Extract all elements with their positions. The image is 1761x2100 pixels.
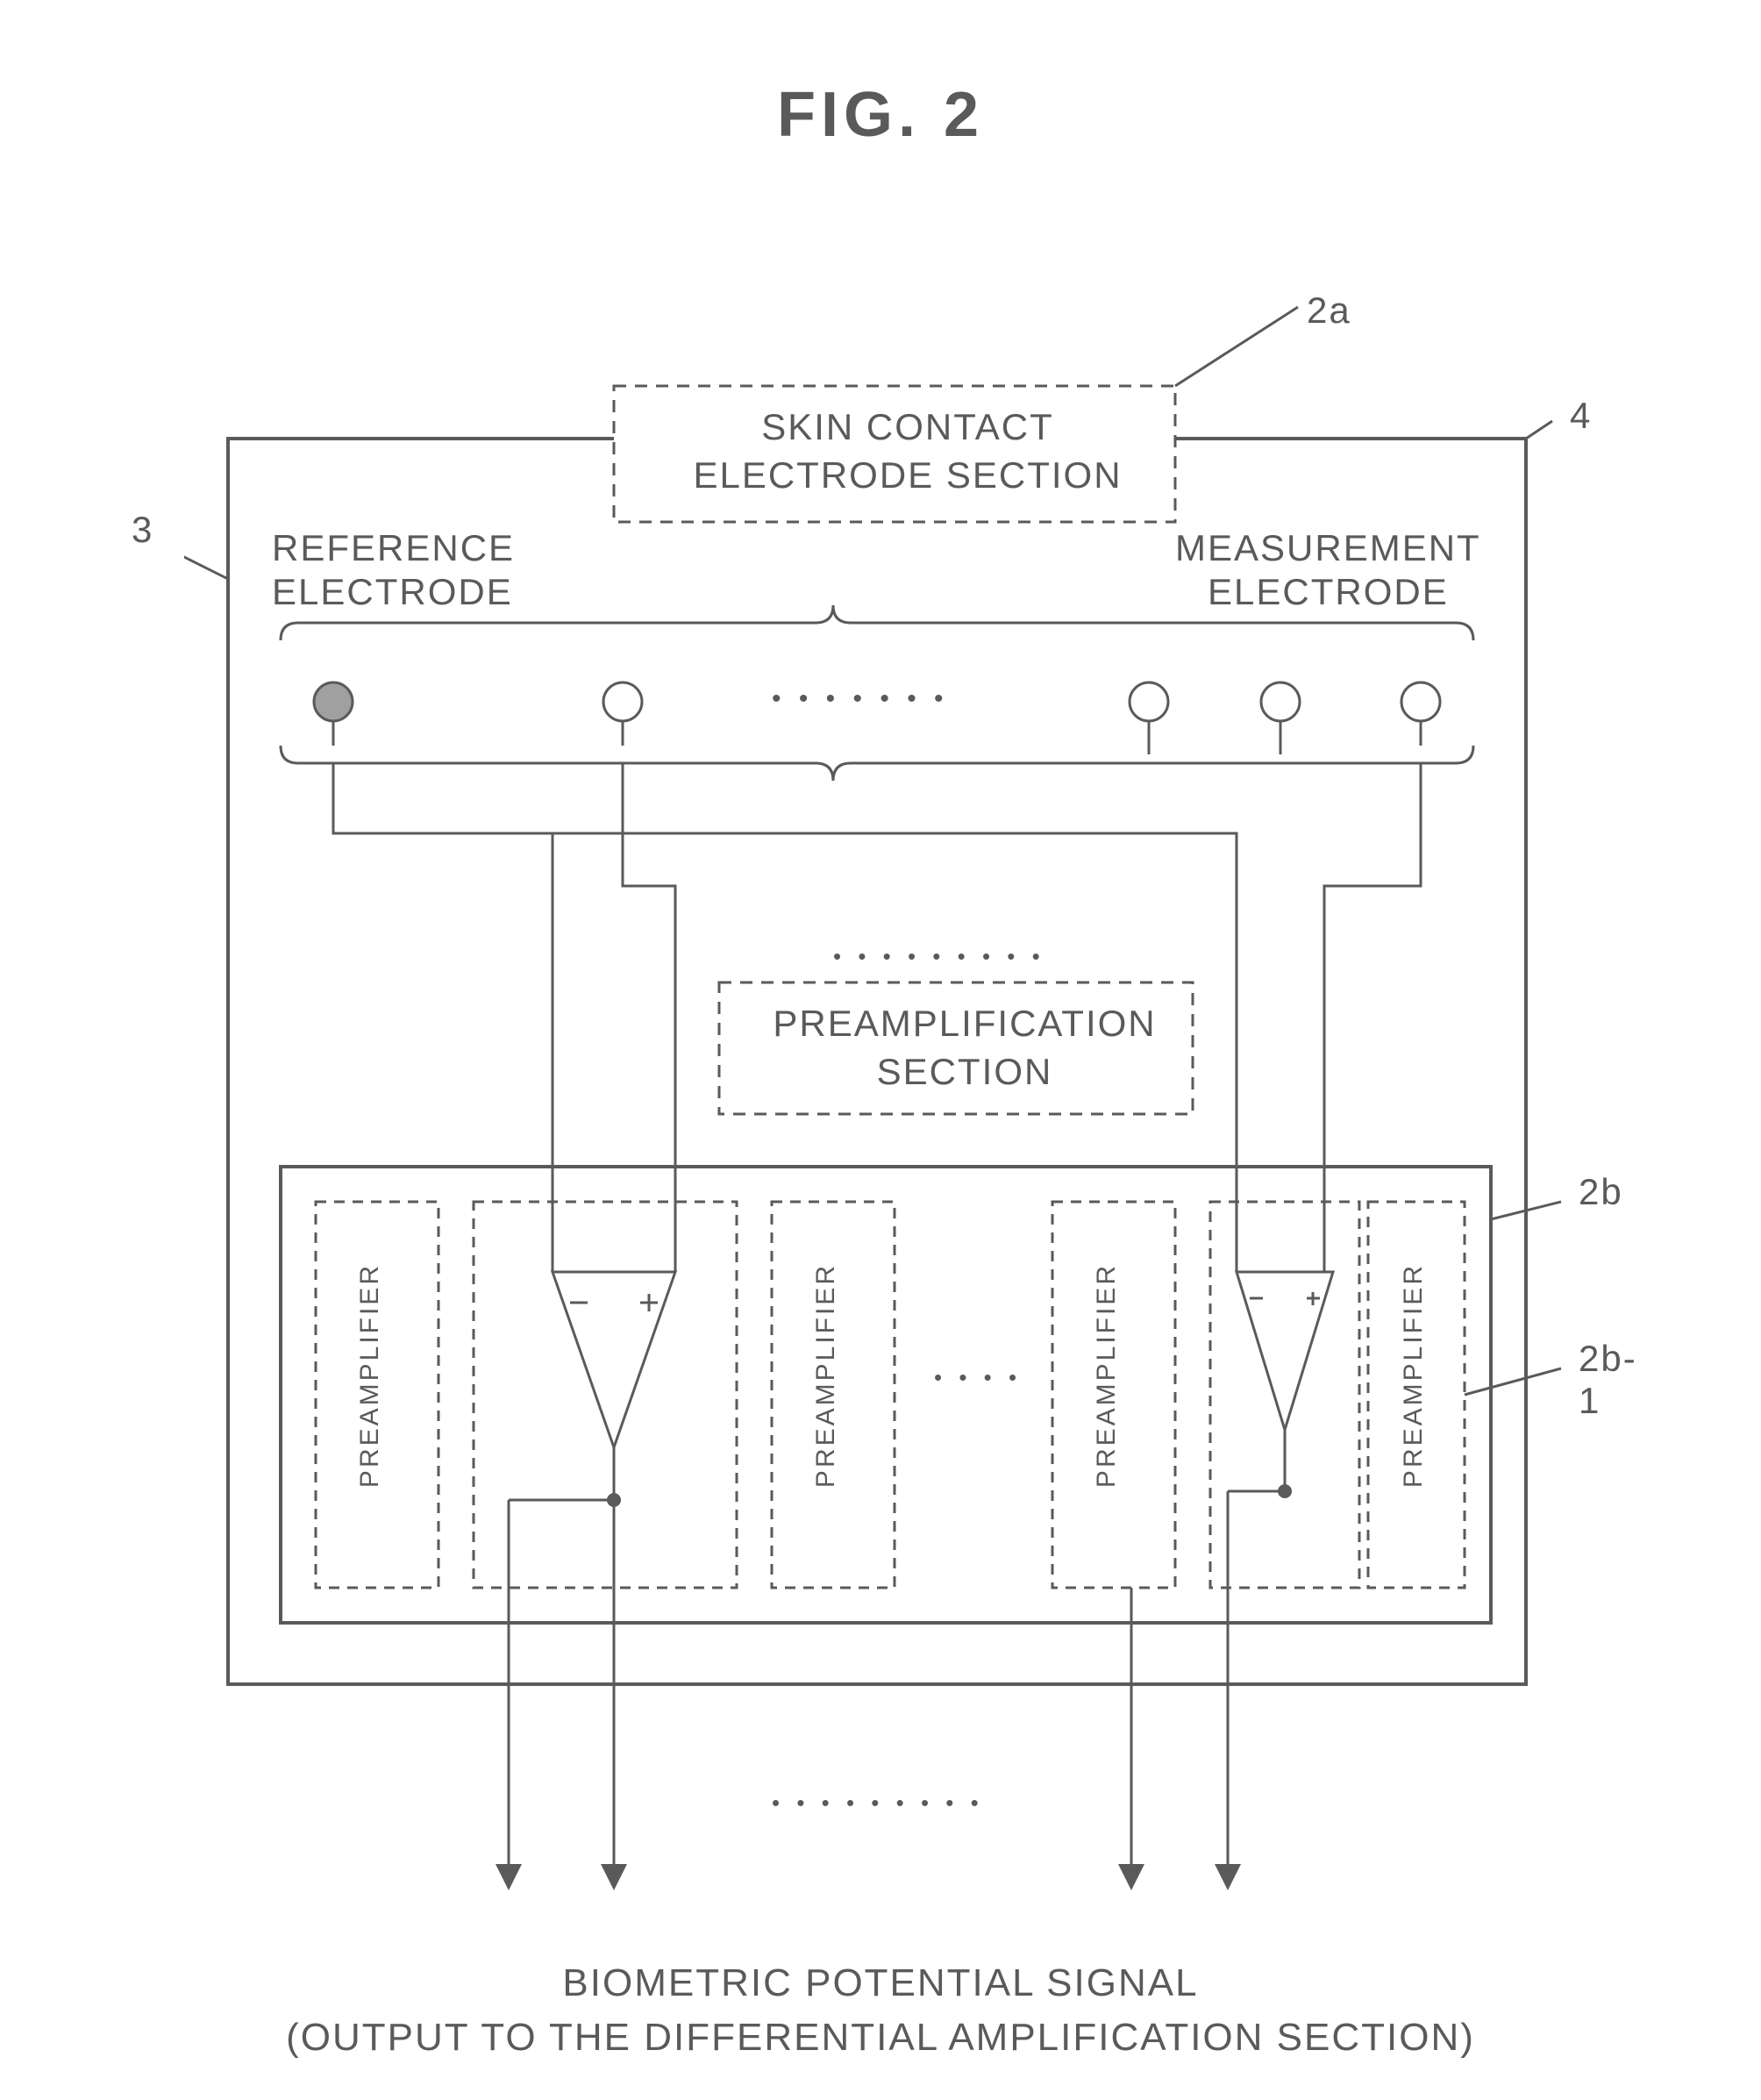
preamp-section-label: PREAMPLIFICATION SECTION [737, 1000, 1193, 1096]
preamp-label-1: PREAMPLIFIER [355, 1263, 385, 1488]
ref-3-label: 3 [132, 509, 153, 551]
electrode-dots: • • • • • • • [772, 684, 949, 714]
preamp-label-3: PREAMPLIFIER [1092, 1263, 1122, 1488]
preamp-label-2: PREAMPLIFIER [811, 1263, 841, 1488]
preamp-dots: • • • • [934, 1364, 1022, 1391]
caption-line2: (OUTPUT TO THE DIFFERENTIAL AMPLIFICATIO… [0, 2011, 1761, 2065]
figure-title: FIG. 2 [777, 79, 984, 151]
mid-dots: • • • • • • • • • [833, 943, 1045, 970]
measurement-electrode-label: MEASUREMENT ELECTRODE [1175, 526, 1481, 615]
diagram: 2a 4 3 2b 2b-1 SKIN CONTACT ELECTRODE SE… [228, 333, 1544, 1737]
caption-line1: BIOMETRIC POTENTIAL SIGNAL [0, 1956, 1761, 2011]
ref-4-label: 4 [1570, 395, 1592, 437]
ref-2b1-label: 2b-1 [1579, 1338, 1637, 1422]
skin-contact-label: SKIN CONTACT ELECTRODE SECTION [649, 404, 1166, 499]
output-dots: • • • • • • • • • [772, 1789, 984, 1817]
reference-electrode-label: REFERENCE ELECTRODE [272, 526, 515, 615]
caption: BIOMETRIC POTENTIAL SIGNAL (OUTPUT TO TH… [0, 1956, 1761, 2064]
ref-2a-label: 2a [1307, 289, 1351, 332]
ref-2b-label: 2b [1579, 1171, 1623, 1213]
preamp-label-4: PREAMPLIFIER [1399, 1263, 1429, 1488]
